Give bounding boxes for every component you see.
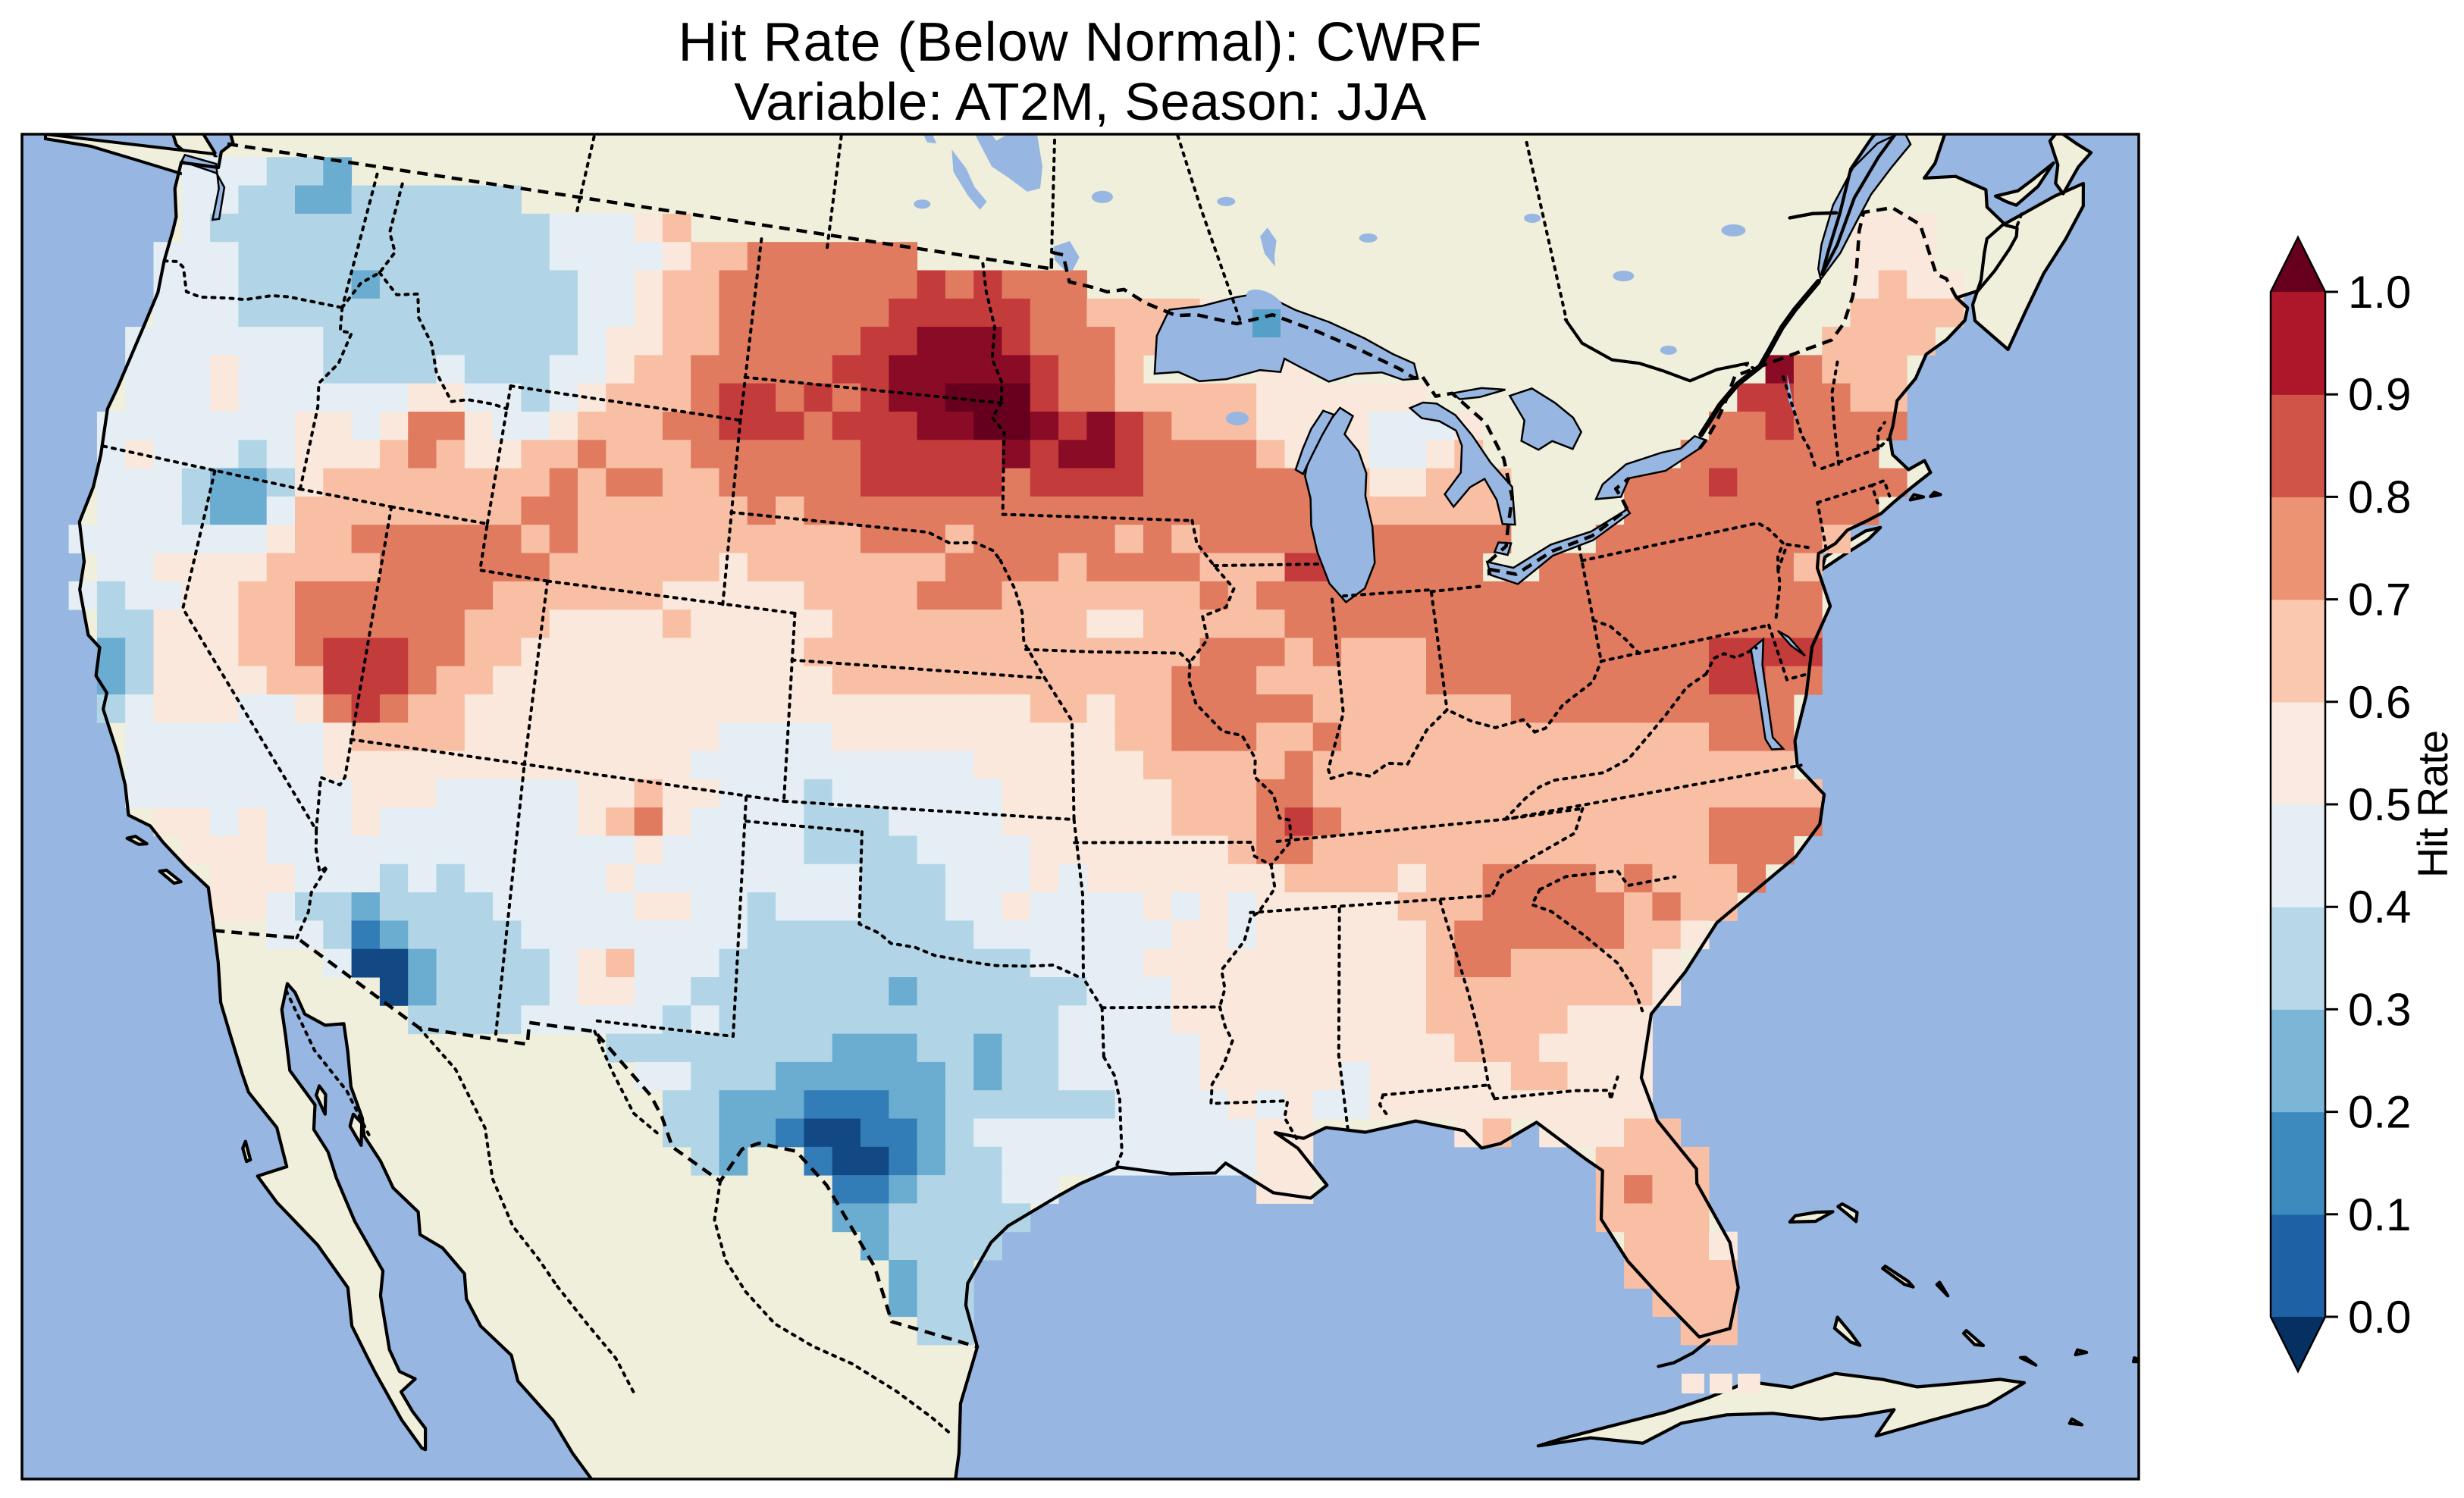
svg-text:0.2: 0.2	[2348, 1087, 2411, 1138]
svg-text:0.1: 0.1	[2348, 1189, 2411, 1240]
svg-text:0.8: 0.8	[2348, 472, 2411, 522]
svg-text:Hit Rate (Below Normal): CWRF: Hit Rate (Below Normal): CWRF	[678, 12, 1482, 73]
svg-text:0.3: 0.3	[2348, 984, 2411, 1035]
svg-text:Hit Rate: Hit Rate	[2409, 731, 2456, 878]
svg-text:0.4: 0.4	[2348, 882, 2411, 932]
svg-text:0.6: 0.6	[2348, 677, 2411, 728]
svg-text:0.0: 0.0	[2348, 1292, 2411, 1343]
svg-text:0.7: 0.7	[2348, 575, 2411, 625]
svg-text:0.9: 0.9	[2348, 369, 2411, 420]
svg-text:1.0: 1.0	[2348, 267, 2411, 318]
svg-text:Variable: AT2M, Season: JJA: Variable: AT2M, Season: JJA	[734, 72, 1427, 131]
svg-text:0.5: 0.5	[2348, 779, 2411, 830]
